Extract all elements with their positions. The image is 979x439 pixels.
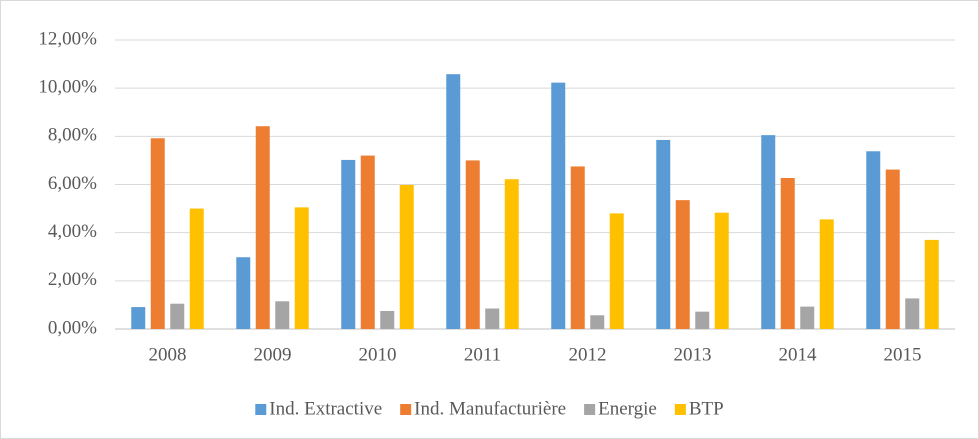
bar — [800, 306, 815, 329]
legend-label: Energie — [598, 398, 657, 419]
bar — [656, 139, 671, 329]
bar — [275, 301, 290, 329]
x-tick-label: 2010 — [359, 344, 397, 365]
y-tick-label: 4,00% — [48, 221, 97, 242]
bar — [236, 257, 251, 329]
bar — [590, 315, 605, 329]
bar — [294, 207, 309, 329]
bar — [446, 74, 461, 329]
legend-swatch — [400, 404, 412, 415]
bar — [150, 138, 165, 329]
y-tick-label: 8,00% — [48, 125, 97, 146]
legend-label: Ind. Manufacturière — [414, 398, 566, 419]
bar — [504, 179, 519, 329]
bar — [360, 155, 375, 329]
x-tick-label: 2014 — [779, 344, 818, 365]
bar — [761, 135, 776, 329]
x-tick-label: 2009 — [254, 344, 292, 365]
x-tick-label: 2015 — [884, 344, 922, 365]
x-tick-label: 2008 — [149, 344, 187, 365]
bar — [609, 213, 624, 329]
bar — [131, 307, 146, 329]
legend-label: Ind. Extractive — [269, 398, 382, 419]
bar — [819, 219, 834, 329]
bar — [905, 298, 920, 329]
legend-swatch — [584, 404, 596, 415]
y-tick-label: 12,00% — [38, 28, 97, 49]
bar — [341, 159, 356, 329]
x-tick-label: 2011 — [464, 344, 501, 365]
legend-label: BTP — [689, 398, 724, 419]
bar — [465, 160, 480, 329]
bar — [485, 308, 500, 329]
bar — [399, 184, 414, 329]
y-tick-label: 6,00% — [48, 173, 97, 194]
bar — [780, 177, 795, 329]
y-tick-label: 10,00% — [38, 77, 97, 98]
legend-swatch — [255, 404, 267, 415]
x-tick-label: 2012 — [569, 344, 607, 365]
bar — [675, 200, 690, 329]
y-tick-label: 2,00% — [48, 269, 97, 290]
bar — [380, 310, 395, 329]
bar — [695, 311, 710, 329]
bar — [551, 82, 566, 329]
y-tick-label: 0,00% — [48, 317, 97, 338]
bar — [866, 151, 881, 329]
bar — [255, 126, 270, 330]
bar — [924, 239, 939, 329]
bar — [170, 303, 185, 329]
bar — [714, 212, 729, 329]
bar — [570, 166, 585, 329]
x-tick-label: 2013 — [674, 344, 712, 365]
legend-swatch — [674, 404, 686, 415]
bar — [885, 169, 900, 329]
bar — [189, 208, 204, 329]
